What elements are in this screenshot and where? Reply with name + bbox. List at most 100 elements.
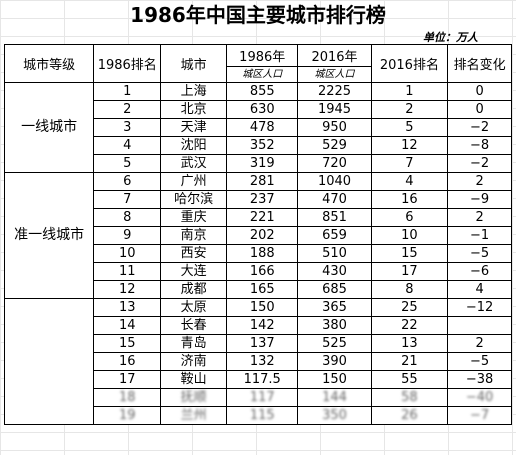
pop-2016-cell: 685 [297,280,372,299]
pop-1986-cell: 281 [226,172,299,191]
rank-change-cell: −38 [447,370,512,389]
pop-1986-cell: 117 [226,388,299,407]
city-cell: 济南 [160,352,228,371]
rank-1986-cell: 14 [93,316,162,335]
pop-2016-cell: 950 [297,118,372,137]
pop-2016-cell: 1945 [297,100,372,119]
pop-2016-cell: 365 [297,298,372,317]
rank-2016-cell: 1 [370,82,449,101]
pop-2016-cell: 720 [297,154,372,173]
table-row: 17 鞍山 117.5 150 55 −38 [5,370,512,389]
pop-2016-cell: 430 [297,262,372,281]
rank-change-cell: −9 [447,190,512,209]
city-ranking-table: 城市等级 1986排名 城市 1986年 2016年 2016排名 排名变化 城… [3,44,512,425]
city-cell: 鞍山 [160,370,228,389]
tier-first: 一线城市 [3,82,95,173]
city-cell: 成都 [160,280,228,299]
city-cell: 武汉 [160,154,228,173]
rank-change-cell: 0 [447,82,512,101]
rank-1986-cell: 19 [93,406,162,425]
pop-1986-cell: 855 [226,82,299,101]
rank-1986-cell: 4 [93,136,162,155]
header-pop-1986: 1986年 [226,44,299,67]
pop-2016-cell: 380 [297,316,372,335]
rank-1986-cell: 13 [93,298,162,317]
header-rank-2016: 2016排名 [370,44,449,83]
rank-change-cell: −5 [447,244,512,263]
rank-2016-cell: 7 [370,154,449,173]
pop-1986-cell: 237 [226,190,299,209]
rank-2016-cell: 26 [370,406,449,425]
pop-1986-cell: 478 [226,118,299,137]
header-city: 城市 [160,44,228,83]
pop-2016-cell: 2225 [297,82,372,101]
city-cell: 长春 [160,316,228,335]
rank-2016-cell: 2 [370,100,449,119]
rank-change-cell: −7 [447,406,512,425]
rank-1986-cell: 12 [93,280,162,299]
table-row: 2 北京 630 1945 2 0 [5,100,512,119]
rank-1986-cell: 10 [93,244,162,263]
city-cell: 上海 [160,82,228,101]
table-row: 5 武汉 319 720 7 −2 [5,154,512,173]
rank-2016-cell: 10 [370,226,449,245]
rank-2016-cell: 25 [370,298,449,317]
rank-1986-cell: 1 [93,82,162,101]
rank-1986-cell: 16 [93,352,162,371]
unit-label: 单位：万人 [423,31,478,44]
pop-2016-cell: 529 [297,136,372,155]
pop-2016-cell: 1040 [297,172,372,191]
rank-1986-cell: 11 [93,262,162,281]
header-rank-change: 排名变化 [447,44,512,83]
city-cell: 天津 [160,118,228,137]
rank-2016-cell: 16 [370,190,449,209]
rank-2016-cell: 17 [370,262,449,281]
rank-change-cell: 2 [447,208,512,227]
table-row: 准一线城市 6 广州 281 1040 4 2 [3,172,512,299]
rank-change-cell: 0 [447,100,512,119]
table-row: 19 兰州 115 350 26 −7 [5,406,512,425]
table-row: 10 西安 188 510 15 −5 [5,244,512,263]
table-row: 4 沈阳 352 529 12 −8 [5,136,512,155]
rank-change-cell: 4 [447,280,512,299]
pop-2016-cell: 390 [297,352,372,371]
rank-1986-cell: 15 [93,334,162,353]
rank-change-cell: −8 [447,136,512,155]
pop-2016-cell: 510 [297,244,372,263]
page-title: 1986年中国主要城市排行榜 [130,3,386,27]
rank-change-cell: −5 [447,352,512,371]
pop-1986-cell: 117.5 [226,370,299,389]
rank-2016-cell: 6 [370,208,449,227]
header-pop-sub-2016: 城区人口 [297,66,372,83]
rank-2016-cell: 55 [370,370,449,389]
city-cell: 大连 [160,262,228,281]
rank-change-cell: −2 [447,154,512,173]
rank-2016-cell: 5 [370,118,449,137]
pop-1986-cell: 319 [226,154,299,173]
pop-2016-cell: 150 [297,370,372,389]
pop-1986-cell: 115 [226,406,299,425]
rank-2016-cell: 15 [370,244,449,263]
rank-change-cell: −2 [447,118,512,137]
pop-1986-cell: 352 [226,136,299,155]
header-pop-2016: 2016年 [297,44,372,67]
city-cell: 青岛 [160,334,228,353]
rank-change-cell: 2 [447,334,512,353]
city-cell: 哈尔滨 [160,190,228,209]
rank-1986-cell: 17 [93,370,162,389]
table-row: 3 天津 478 950 5 −2 [5,118,512,137]
rank-2016-cell: 12 [370,136,449,155]
rank-1986-cell: 7 [93,190,162,209]
rank-change-cell: 2 [447,172,512,191]
table-row: 14 长春 142 380 22 [5,316,512,335]
pop-1986-cell: 165 [226,280,299,299]
rank-2016-cell: 13 [370,334,449,353]
city-cell: 重庆 [160,208,228,227]
rank-2016-cell: 21 [370,352,449,371]
tier-quasi: 准一线城市 [3,172,95,299]
rank-change-cell: −40 [447,388,512,407]
header-tier: 城市等级 [3,44,95,83]
city-cell: 南京 [160,226,228,245]
pop-1986-cell: 142 [226,316,299,335]
rank-2016-cell: 8 [370,280,449,299]
